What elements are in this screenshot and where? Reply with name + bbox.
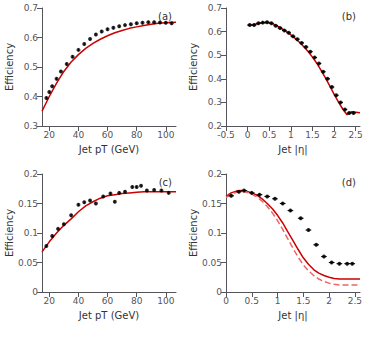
- svg-text:(b): (b): [342, 11, 356, 22]
- svg-text:0.4: 0.4: [24, 92, 39, 102]
- svg-text:2: 2: [326, 296, 332, 306]
- svg-text:1.5: 1.5: [305, 130, 319, 140]
- svg-text:Efficiency: Efficiency: [188, 43, 199, 91]
- svg-text:80: 80: [131, 296, 143, 306]
- svg-text:20: 20: [44, 130, 56, 140]
- svg-text:Efficiency: Efficiency: [188, 209, 199, 257]
- svg-text:80: 80: [131, 130, 143, 140]
- svg-text:0.5: 0.5: [24, 62, 38, 72]
- svg-text:0.3: 0.3: [208, 97, 222, 107]
- svg-text:2.5: 2.5: [348, 296, 362, 306]
- svg-text:0.2: 0.2: [24, 169, 38, 179]
- svg-text:Jet |η|: Jet |η|: [277, 144, 307, 156]
- svg-text:Efficiency: Efficiency: [4, 209, 15, 257]
- svg-text:0.4: 0.4: [208, 74, 223, 84]
- svg-text:(a): (a): [158, 11, 172, 22]
- svg-text:2.5: 2.5: [349, 130, 363, 140]
- svg-text:0.7: 0.7: [208, 3, 222, 13]
- svg-text:1.5: 1.5: [296, 296, 310, 306]
- svg-text:0.5: 0.5: [262, 130, 276, 140]
- svg-text:0.6: 0.6: [24, 33, 39, 43]
- svg-text:0.1: 0.1: [24, 228, 38, 238]
- svg-text:0: 0: [245, 130, 251, 140]
- svg-text:0: 0: [223, 296, 229, 306]
- svg-text:0: 0: [216, 287, 222, 297]
- svg-text:1: 1: [288, 130, 294, 140]
- svg-text:0.05: 0.05: [202, 258, 222, 268]
- svg-text:0.2: 0.2: [207, 121, 222, 131]
- svg-text:60: 60: [102, 130, 114, 140]
- svg-text:100: 100: [157, 130, 174, 140]
- svg-text:0.15: 0.15: [18, 199, 38, 209]
- svg-text:2: 2: [331, 130, 337, 140]
- svg-text:Jet pT (GeV): Jet pT (GeV): [78, 144, 139, 155]
- svg-text:0.5: 0.5: [208, 50, 222, 60]
- svg-text:0.3: 0.3: [24, 121, 38, 131]
- svg-text:-0.5: -0.5: [217, 130, 235, 140]
- svg-text:Jet pT (GeV): Jet pT (GeV): [78, 310, 139, 321]
- svg-text:Jet |η|: Jet |η|: [277, 310, 307, 322]
- svg-text:0.6: 0.6: [208, 27, 223, 37]
- svg-text:0.1: 0.1: [208, 228, 222, 238]
- svg-text:0.15: 0.15: [202, 199, 222, 209]
- svg-text:0: 0: [32, 287, 38, 297]
- svg-text:Efficiency: Efficiency: [4, 43, 15, 91]
- svg-text:100: 100: [157, 296, 174, 306]
- svg-text:1: 1: [275, 296, 281, 306]
- svg-text:40: 40: [73, 296, 85, 306]
- svg-text:20: 20: [44, 296, 56, 306]
- svg-text:(d): (d): [342, 177, 356, 188]
- svg-text:0.7: 0.7: [24, 3, 38, 13]
- svg-text:(c): (c): [159, 177, 172, 188]
- svg-text:0.5: 0.5: [245, 296, 259, 306]
- svg-text:40: 40: [73, 130, 85, 140]
- svg-text:60: 60: [102, 296, 114, 306]
- svg-text:0.05: 0.05: [18, 258, 38, 268]
- svg-text:0.2: 0.2: [208, 169, 222, 179]
